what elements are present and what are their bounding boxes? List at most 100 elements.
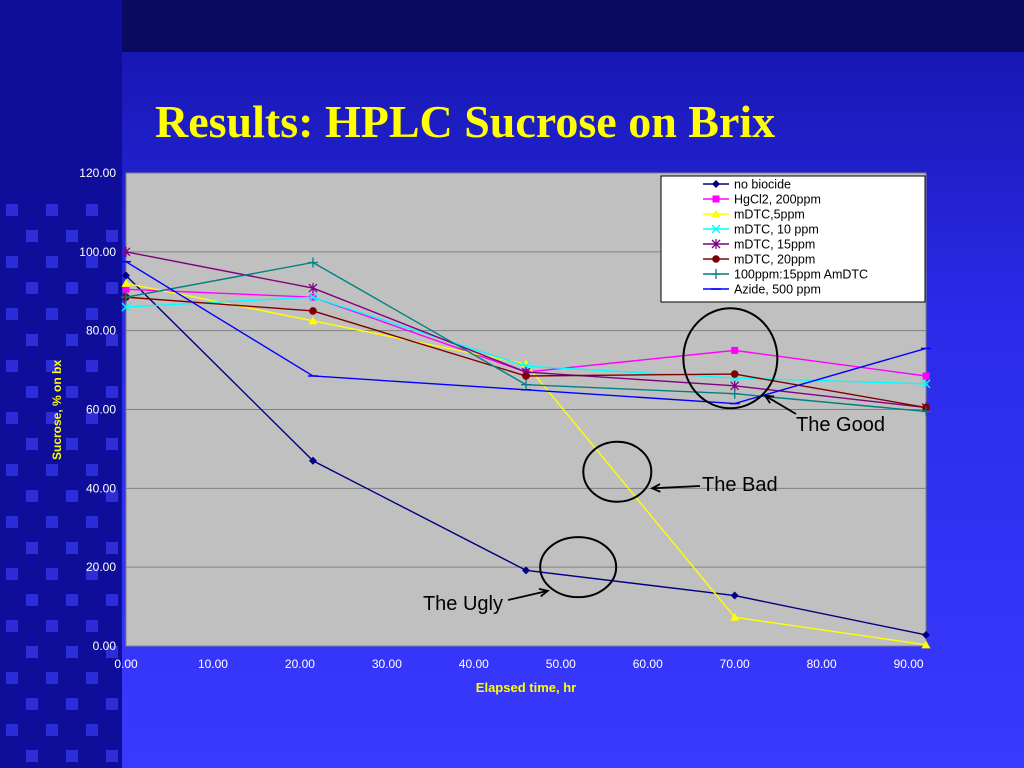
checker-square (66, 334, 78, 346)
checker-square (6, 672, 18, 684)
checker-square (106, 230, 118, 242)
legend-item: no biocide (703, 178, 791, 192)
data-point (308, 292, 318, 302)
y-tick-label: 100.00 (79, 245, 116, 259)
background-left-band (0, 0, 122, 768)
checker-square (26, 542, 38, 554)
checker-square (106, 334, 118, 346)
legend-label: no biocide (734, 178, 791, 192)
data-point (121, 246, 131, 257)
annotation-circle (539, 536, 618, 599)
checker-square (86, 464, 98, 476)
checker-square (46, 256, 58, 268)
checker-square (86, 204, 98, 216)
annotation-arrow (507, 589, 548, 601)
data-point (308, 283, 318, 294)
data-point (521, 379, 531, 390)
slide-title: Results: HPLC Sucrose on Brix (155, 96, 776, 147)
annotation-circle (582, 440, 653, 503)
checker-square (66, 698, 78, 710)
x-tick-label: 30.00 (372, 657, 402, 671)
series-6 (121, 257, 931, 417)
x-tick-label: 70.00 (720, 657, 750, 671)
checker-square (46, 204, 58, 216)
data-point (121, 302, 131, 312)
checker-square (86, 308, 98, 320)
legend-label: mDTC,5ppm (734, 208, 805, 222)
checker-square (106, 438, 118, 450)
data-point (522, 566, 530, 575)
y-tick-label: 20.00 (86, 560, 116, 574)
x-tick-label: 10.00 (198, 657, 228, 671)
legend-marker (711, 269, 721, 279)
checker-square (66, 542, 78, 554)
data-point (122, 271, 130, 280)
checker-square (6, 308, 18, 320)
data-point (121, 278, 131, 287)
annotation-arrow (652, 485, 701, 490)
y-tick-label: 80.00 (86, 324, 116, 338)
checker-square (26, 282, 38, 294)
checker-square (106, 750, 118, 762)
annotation-label: The Good (796, 414, 885, 436)
y-tick-label: 60.00 (86, 403, 116, 417)
x-tick-label: 0.00 (114, 657, 138, 671)
legend-label: 100ppm:15ppm AmDTC (734, 268, 868, 282)
checker-square (66, 438, 78, 450)
x-axis-label: Elapsed time, hr (476, 680, 576, 695)
legend-marker (712, 255, 720, 263)
checker-square (26, 230, 38, 242)
checker-square (106, 282, 118, 294)
checker-square (26, 490, 38, 502)
annotation-circle (682, 307, 779, 410)
annotation-1: The Bad (582, 440, 778, 503)
data-point (121, 292, 131, 303)
checker-square (106, 386, 118, 398)
data-point (921, 379, 931, 389)
legend-label: Azide, 500 ppm (734, 283, 821, 297)
checker-square (46, 516, 58, 528)
checker-square (106, 698, 118, 710)
checker-square (6, 412, 18, 424)
legend-marker (711, 239, 721, 249)
legend-item: mDTC, 10 ppm (703, 223, 819, 237)
checker-square (26, 594, 38, 606)
series-layer (121, 246, 931, 649)
legend-marker (711, 209, 721, 218)
data-point (731, 346, 739, 354)
annotation-arrowhead (650, 483, 661, 493)
data-point (522, 372, 530, 380)
checker-square (46, 620, 58, 632)
checker-square (46, 308, 58, 320)
x-tick-label: 80.00 (807, 657, 837, 671)
legend-label: mDTC, 15ppm (734, 238, 815, 252)
annotation-arrowhead (763, 394, 775, 404)
checker-square (66, 282, 78, 294)
legend-marker (712, 195, 720, 203)
legend-item: HgCl2, 200ppm (703, 193, 821, 207)
checker-square (26, 698, 38, 710)
x-tick-label: 40.00 (459, 657, 489, 671)
legend-item: mDTC, 20ppm (703, 253, 815, 267)
y-tick-label: 0.00 (93, 639, 117, 653)
checker-square (66, 386, 78, 398)
checker-square (86, 516, 98, 528)
legend-label: mDTC, 20ppm (734, 253, 815, 267)
legend-marker (711, 224, 721, 234)
data-point (307, 257, 318, 268)
annotation-2: The Ugly (423, 536, 618, 615)
checker-square (6, 568, 18, 580)
checker-square (6, 516, 18, 528)
data-point (308, 456, 317, 465)
checker-square (6, 620, 18, 632)
data-point (730, 612, 740, 621)
data-point (729, 388, 740, 399)
checker-square (46, 568, 58, 580)
annotation-layer: The Good The Bad The Ugly (423, 307, 885, 615)
y-axis-label: Sucrose, % on bx (50, 360, 64, 460)
legend-label: HgCl2, 200ppm (734, 193, 821, 207)
checker-square (6, 256, 18, 268)
checker-square (26, 386, 38, 398)
checker-square (106, 646, 118, 658)
